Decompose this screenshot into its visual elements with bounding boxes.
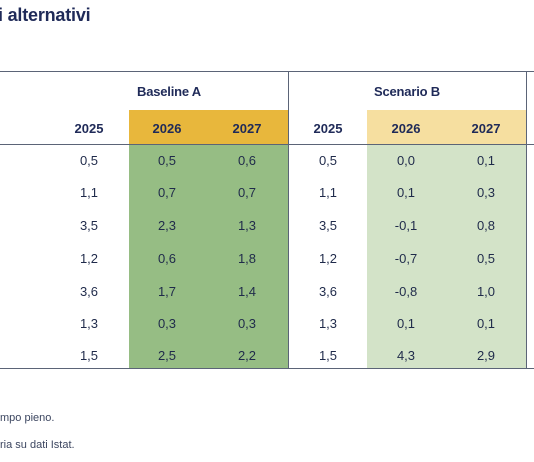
table-cell: 3,6 [79, 284, 99, 299]
table-cell: 0,8 [476, 218, 496, 233]
table-cell: 0,1 [396, 185, 416, 200]
scenario-forecast-body [367, 144, 526, 368]
right-group-divider [526, 71, 527, 368]
top-rule [0, 71, 534, 72]
baseline-forecast-body [129, 144, 288, 368]
table-cell: 0,5 [318, 153, 338, 168]
group-label-scenario: Scenario B [374, 84, 440, 99]
baseline-forecast-header [129, 110, 288, 144]
bottom-rule [0, 368, 534, 369]
table-cell: 4,3 [396, 348, 416, 363]
table-cell: 0,5 [157, 153, 177, 168]
table-title: i alternativi [0, 5, 91, 25]
source-note: ria su dati Istat. [0, 439, 75, 451]
table-cell: -0,1 [394, 218, 418, 233]
footnote: mpo pieno. [0, 412, 55, 424]
table-cell: 1,3 [237, 218, 257, 233]
scenario-forecast-header [367, 110, 526, 144]
table-cell: 0,1 [476, 153, 496, 168]
table-cell: 0,5 [79, 153, 99, 168]
table-cell: 0,3 [476, 185, 496, 200]
table-cell: 1,4 [237, 284, 257, 299]
table-cell: -0,7 [394, 251, 418, 266]
table-cell: 0,7 [237, 185, 257, 200]
table-cell: 1,0 [476, 284, 496, 299]
table-cell: 1,3 [79, 316, 99, 331]
table-cell: 1,7 [157, 284, 177, 299]
table-cell: 1,5 [79, 348, 99, 363]
group-label-baseline: Baseline A [137, 84, 201, 99]
table-cell: 0,1 [476, 316, 496, 331]
table-cell: 1,3 [318, 316, 338, 331]
year-header: 2025 [313, 121, 343, 136]
table-cell: 1,5 [318, 348, 338, 363]
year-header: 2026 [391, 121, 421, 136]
table-cell: 0,7 [157, 185, 177, 200]
header-rule [0, 144, 534, 145]
year-header: 2026 [152, 121, 182, 136]
table-cell: 0,0 [396, 153, 416, 168]
group-divider [288, 71, 289, 368]
table-cell: 0,1 [396, 316, 416, 331]
table-cell: 1,2 [79, 251, 99, 266]
year-header: 2027 [232, 121, 262, 136]
table-cell: 3,5 [318, 218, 338, 233]
table-cell: 0,6 [237, 153, 257, 168]
table-cell: 2,3 [157, 218, 177, 233]
table-cell: 1,8 [237, 251, 257, 266]
table-cell: 1,1 [318, 185, 338, 200]
table-cell: 0,5 [476, 251, 496, 266]
table-cell: 2,2 [237, 348, 257, 363]
table-cell: -0,8 [394, 284, 418, 299]
table-cell: 0,6 [157, 251, 177, 266]
year-header: 2025 [74, 121, 104, 136]
table-cell: 3,5 [79, 218, 99, 233]
table-cell: 1,2 [318, 251, 338, 266]
table-cell: 1,1 [79, 185, 99, 200]
table-cell: 3,6 [318, 284, 338, 299]
table-cell: 0,3 [157, 316, 177, 331]
table-cell: 2,9 [476, 348, 496, 363]
year-header: 2027 [471, 121, 501, 136]
table-cell: 0,3 [237, 316, 257, 331]
table-cell: 2,5 [157, 348, 177, 363]
